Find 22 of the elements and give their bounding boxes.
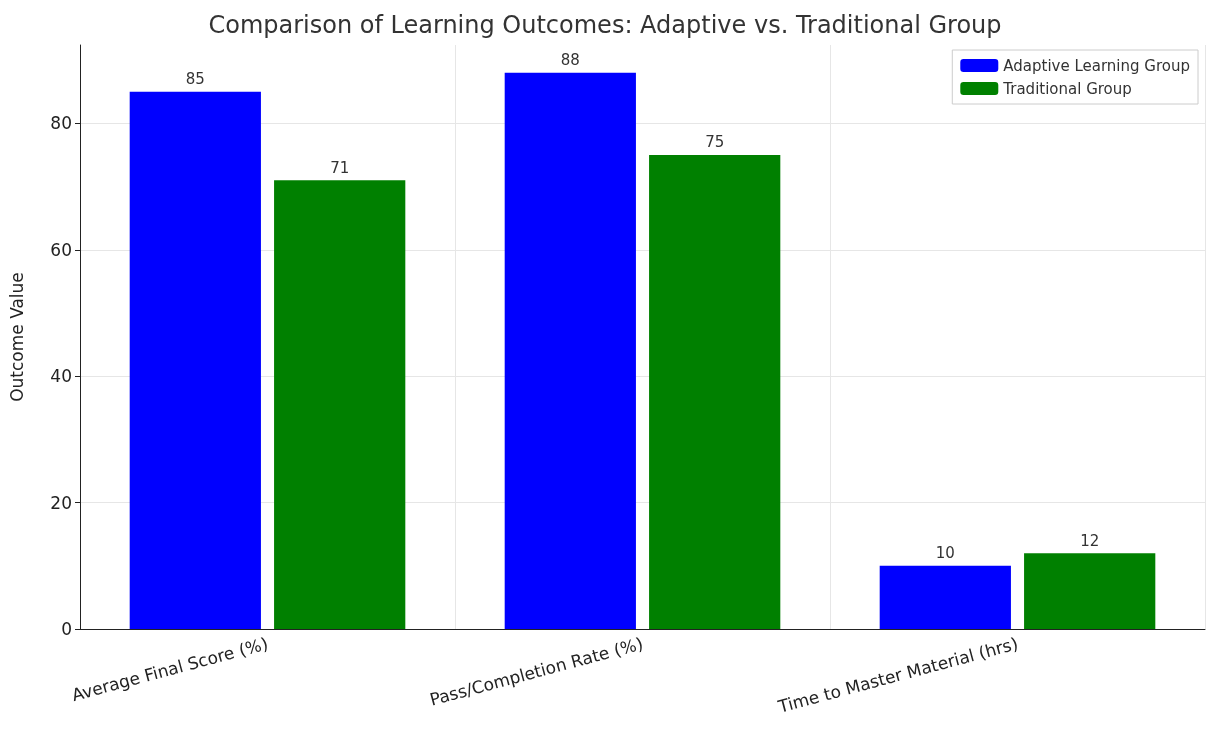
data-label: 10 <box>935 544 955 563</box>
data-label: 85 <box>185 70 205 89</box>
y-axis-title: Outcome Value <box>6 272 27 402</box>
y-tick-label: 0 <box>61 619 72 639</box>
bar <box>1024 553 1156 629</box>
bar <box>129 91 261 629</box>
bar <box>649 154 781 629</box>
y-tick-label: 40 <box>50 366 72 387</box>
data-label: 88 <box>560 51 580 70</box>
legend-label: Traditional Group <box>1002 79 1132 98</box>
data-label: 71 <box>330 158 350 177</box>
data-label: 12 <box>1080 531 1100 550</box>
y-tick-label: 20 <box>50 492 72 513</box>
bar <box>274 180 406 629</box>
legend-label: Adaptive Learning Group <box>1003 56 1191 75</box>
data-label: 75 <box>705 133 725 152</box>
bar <box>504 72 636 629</box>
chart-title: Comparison of Learning Outcomes: Adaptive vs. Traditional Group <box>208 11 1002 39</box>
y-tick-label: 60 <box>50 239 72 260</box>
x-tick-label: Average Final Score (%) <box>69 633 271 706</box>
y-tick-label: 80 <box>50 113 72 134</box>
bar <box>879 565 1011 629</box>
